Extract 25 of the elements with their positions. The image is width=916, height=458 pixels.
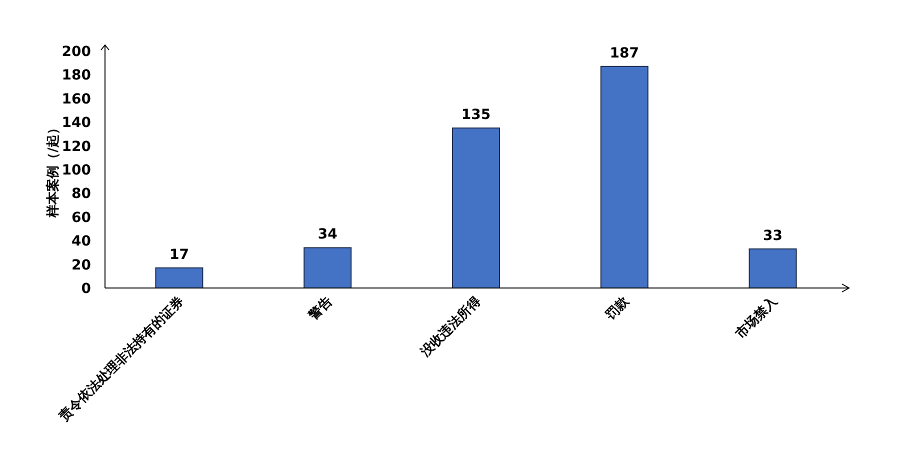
y-tick-label: 120 bbox=[62, 138, 92, 155]
x-tick-label: 罚款 bbox=[602, 294, 633, 324]
y-tick-label: 140 bbox=[62, 115, 92, 132]
y-tick-label: 80 bbox=[72, 186, 92, 202]
bar bbox=[155, 267, 204, 288]
data-label: 187 bbox=[610, 45, 640, 62]
y-axis-title: 样本案例（/起） bbox=[45, 122, 61, 218]
bar bbox=[304, 247, 352, 288]
data-label: 33 bbox=[763, 228, 783, 244]
bar bbox=[600, 66, 648, 288]
y-tick-label: 60 bbox=[72, 210, 92, 226]
data-label: 17 bbox=[169, 246, 189, 263]
bar bbox=[748, 248, 797, 288]
y-tick-label: 20 bbox=[72, 257, 92, 274]
y-tick-label: 160 bbox=[62, 91, 92, 108]
y-tick-label: 180 bbox=[62, 68, 92, 84]
y-tick-label: 40 bbox=[72, 234, 92, 250]
x-tick-label: 没收违法所得 bbox=[416, 294, 484, 361]
bar bbox=[452, 128, 500, 288]
x-tick-label: 警告 bbox=[305, 294, 336, 324]
x-tick-label: 市场禁入 bbox=[732, 292, 782, 342]
data-label: 135 bbox=[461, 107, 491, 124]
y-tick-label: 100 bbox=[62, 162, 92, 178]
data-label: 34 bbox=[318, 226, 338, 243]
y-tick-label: 200 bbox=[62, 44, 92, 60]
